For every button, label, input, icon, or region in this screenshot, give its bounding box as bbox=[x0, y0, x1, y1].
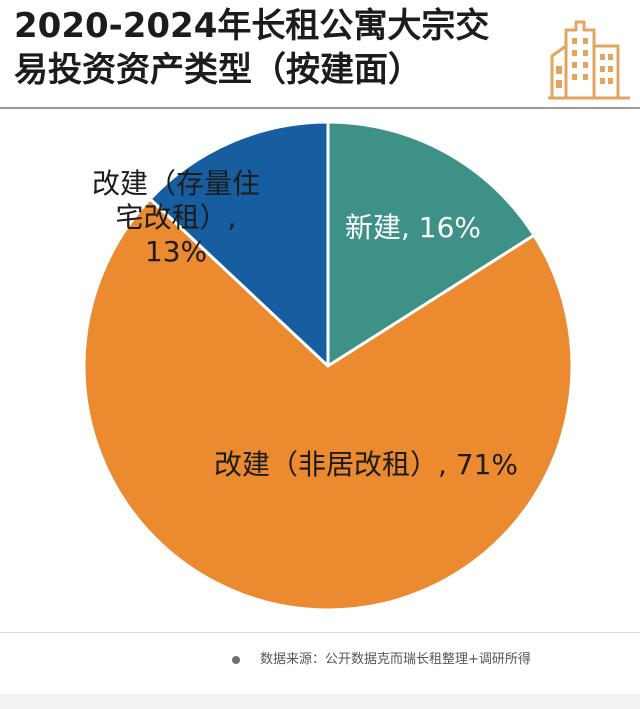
chart-title-line-2: 易投资资产类型（按建面） bbox=[14, 50, 422, 90]
pie-slice-label-1-line-1: 新建, 16% bbox=[345, 211, 481, 244]
pie-slice-label-1: 新建, 16% bbox=[345, 211, 481, 244]
pie-slice-label-3-line-2: 宅改租）, bbox=[116, 201, 237, 234]
pie-slice-2 bbox=[82, 197, 574, 612]
pie-slice-label-2: 改建（非居改租）, 71% bbox=[214, 448, 518, 481]
pie-slice-1 bbox=[326, 120, 536, 368]
title-divider bbox=[0, 107, 640, 109]
pie-slice-3 bbox=[148, 120, 330, 368]
pie-slice-label-3: 改建（存量住宅改租）, 13% bbox=[92, 167, 260, 268]
bullet-icon bbox=[232, 656, 240, 664]
chart-title: 2020-2024年长租公寓大宗交 易投资资产类型（按建面） bbox=[14, 4, 534, 92]
footer-divider bbox=[0, 632, 640, 633]
chart-title-line-1: 2020-2024年长租公寓大宗交 bbox=[14, 6, 490, 46]
pie-chart: 新建, 16% 改建（非居改租）, 71% 改建（存量住宅改租）, 13% bbox=[82, 120, 574, 612]
pie-slice-label-2-line-1: 改建（非居改租）, 71% bbox=[214, 448, 518, 481]
building-icon bbox=[548, 20, 630, 100]
footer: 数据来源：公开数据克而瑞长租整理+调研所得 bbox=[0, 648, 640, 672]
source-note: 数据来源：公开数据克而瑞长租整理+调研所得 bbox=[260, 652, 531, 667]
bottom-band bbox=[0, 694, 640, 709]
pie-slice-label-3-line-3: 13% bbox=[145, 235, 207, 268]
pie-slice-label-3-line-1: 改建（存量住 bbox=[92, 167, 260, 200]
